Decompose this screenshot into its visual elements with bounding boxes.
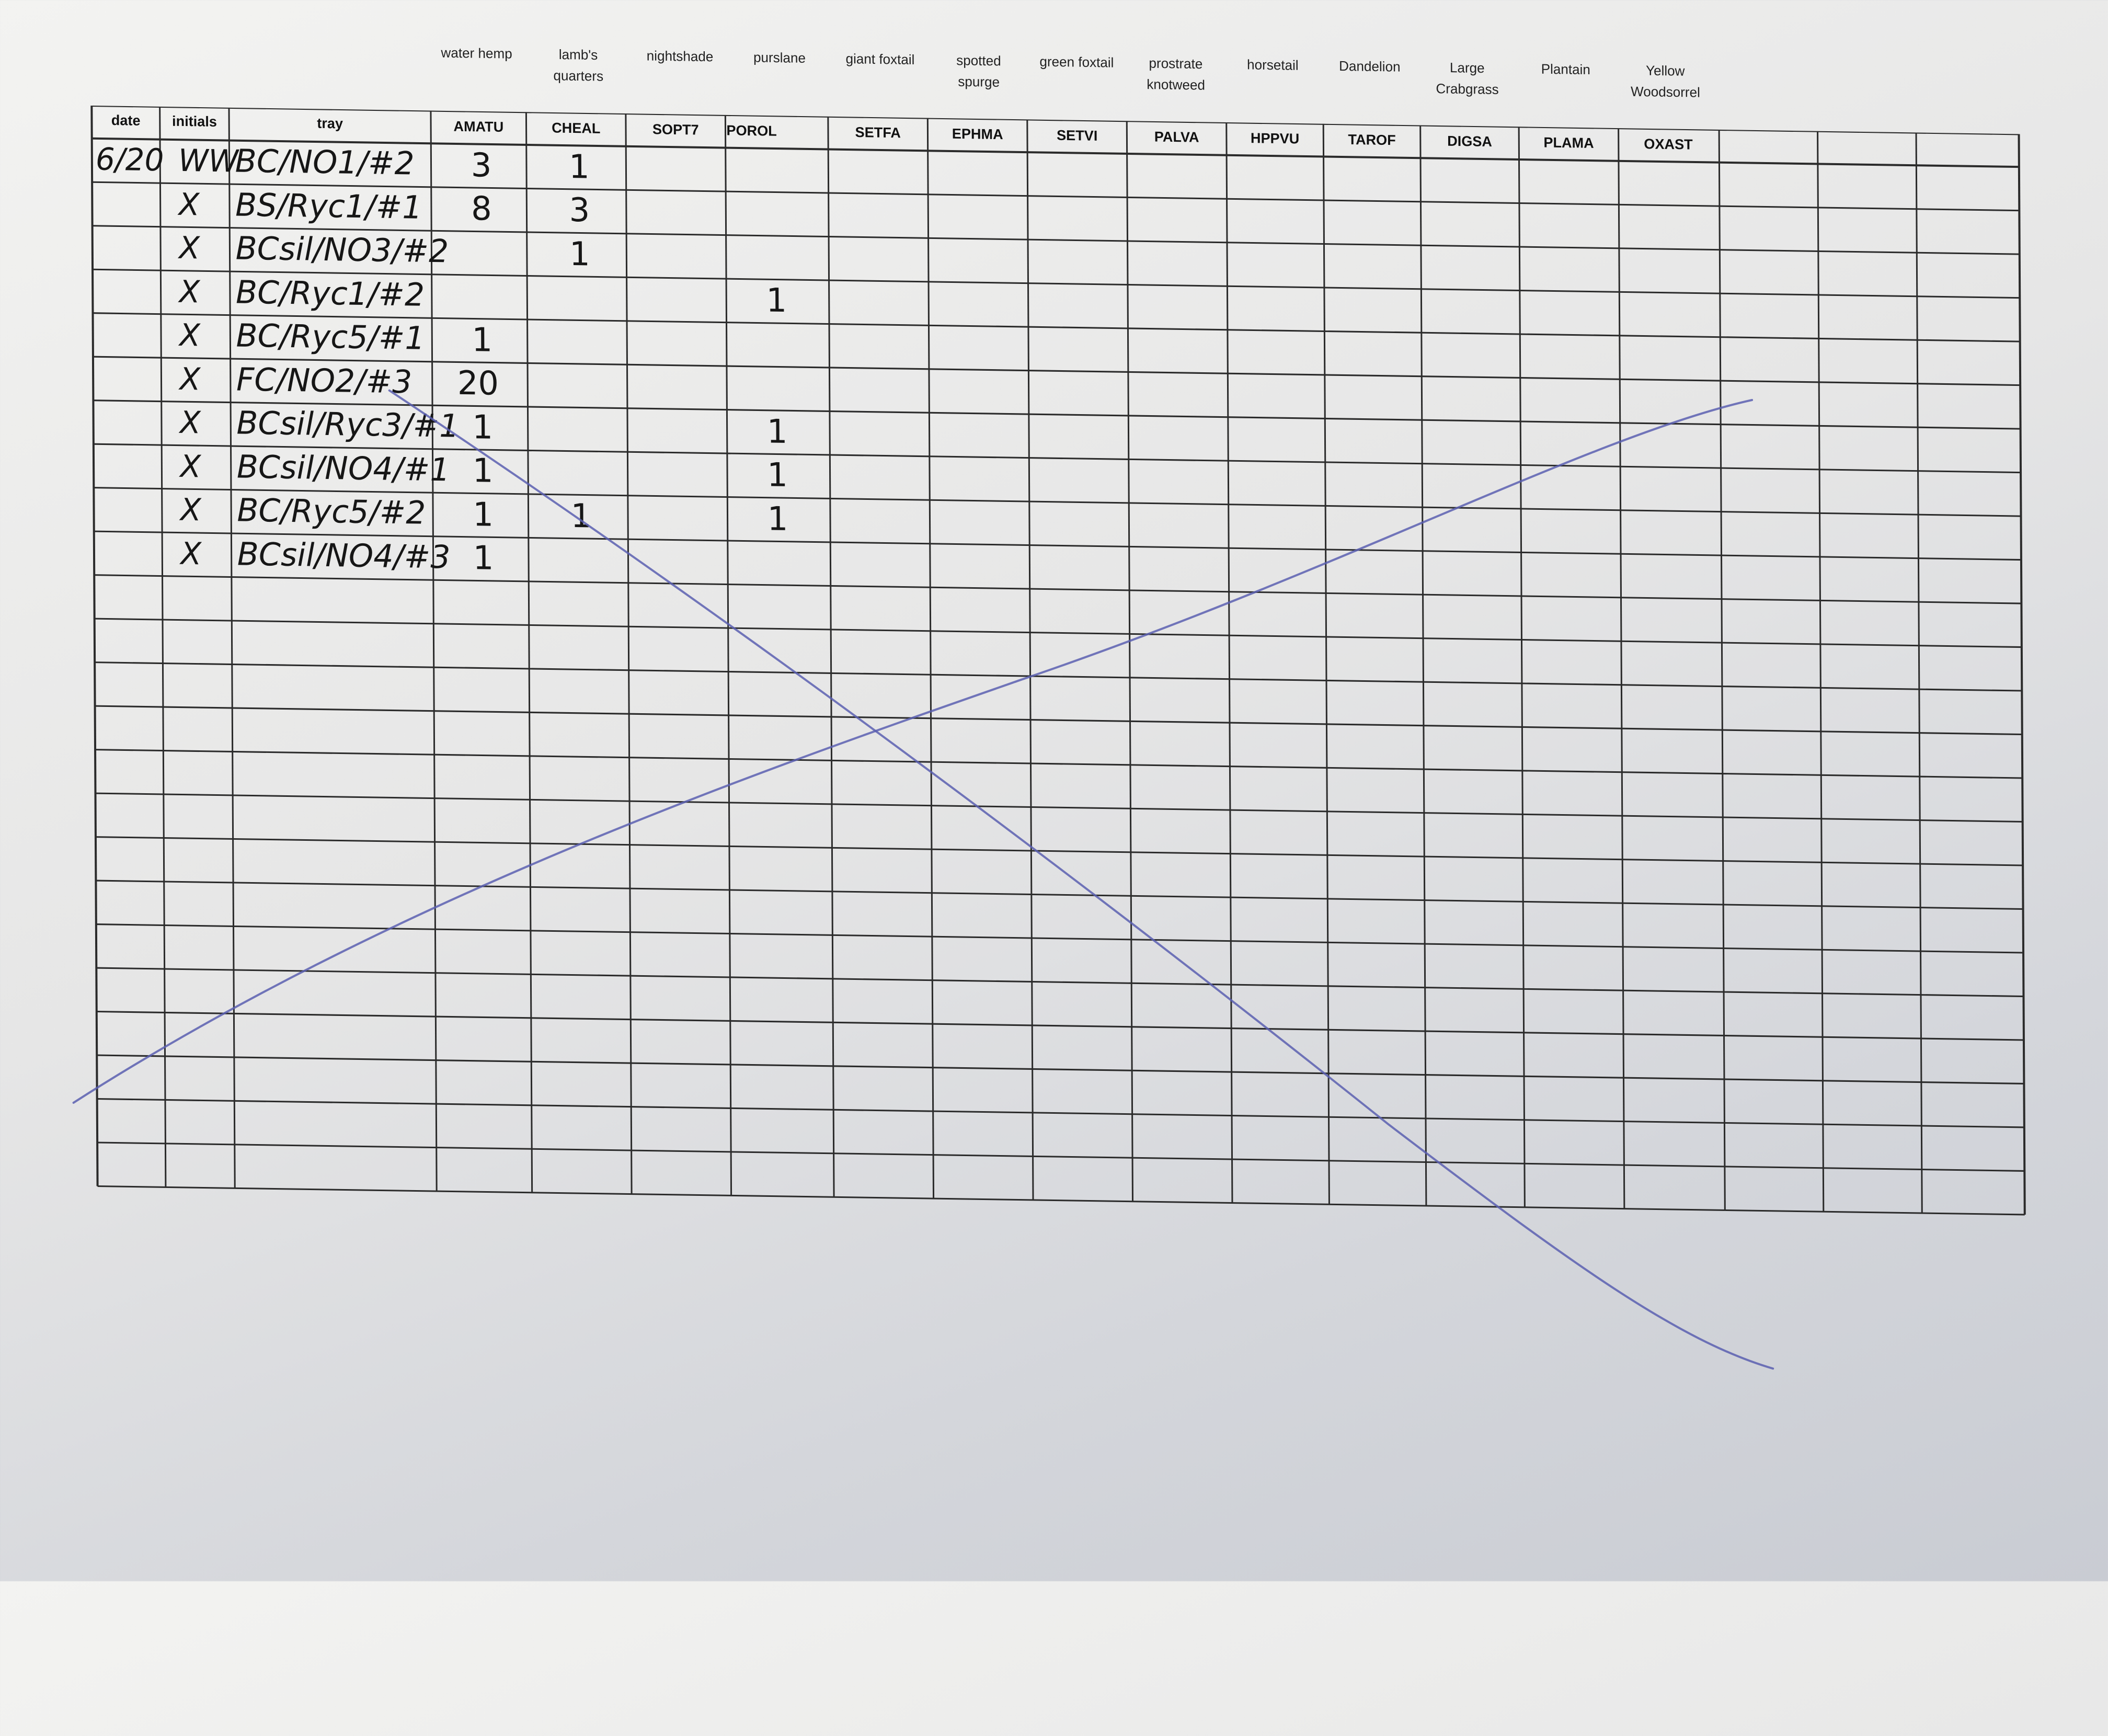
grid-row-line [97, 1098, 2024, 1128]
grid-column-line [1915, 132, 1923, 1214]
grid-row-line [96, 923, 2024, 954]
grid-row-line [95, 792, 2023, 823]
grid-row-line [95, 836, 2023, 866]
grid-column-line [1618, 128, 1625, 1209]
plant-label-giant-foxtail: giant foxtail [845, 50, 915, 68]
grid-column-line [1126, 121, 1134, 1202]
grid-column-line [724, 115, 732, 1196]
grid-row-line [94, 574, 2022, 604]
plant-label-horsetail: horsetail [1247, 56, 1299, 73]
plant-label-spotted-spurge: spotted spurge [956, 52, 1001, 90]
grid-row-line [93, 443, 2021, 474]
plant-label-water-hemp: water hemp [441, 44, 512, 62]
grid-row-line [91, 105, 2019, 135]
grid-row-line [97, 1141, 2025, 1172]
grid-row-line [94, 487, 2021, 517]
grid-row-line [94, 530, 2021, 561]
grid-row-line [95, 661, 2022, 692]
grid-column-line [625, 113, 633, 1194]
plant-label-yellow-woodsorrel: Yellow Woodsorrel [1630, 62, 1700, 100]
plant-label-plantain: Plantain [1541, 61, 1590, 78]
grid-row-line [96, 880, 2023, 910]
grid-row-line [97, 1185, 2025, 1216]
plant-label-nightshade: nightshade [646, 48, 714, 65]
grid-row-line [97, 1054, 2024, 1084]
grid-row-line [93, 268, 2020, 299]
pen-stroke-rising [72, 398, 1754, 1104]
grid-column-line [1518, 127, 1526, 1207]
grid-column-line [430, 110, 438, 1192]
plant-label-prostrate-knotweed: prostrate knotweed [1147, 55, 1206, 93]
grid-row-line [94, 618, 2022, 648]
plant-label-purslane: purslane [753, 49, 806, 66]
grid-column-line [525, 112, 533, 1193]
plant-label-green-foxtail: green foxtail [1039, 53, 1114, 71]
grid-row-line [93, 356, 2021, 386]
grid-column-line [926, 118, 935, 1199]
plant-label-dandelion: Dandelion [1339, 58, 1401, 75]
grid-column-line [1322, 123, 1330, 1205]
pen-strokes [72, 389, 1774, 1370]
plant-label-lambs-quarters: lamb's quarters [553, 46, 604, 84]
grid-column-line [1718, 129, 1726, 1210]
tally-sheet: water hemp lamb's quarters nightshade pu… [21, 44, 2108, 1736]
grid-row-line [96, 967, 2024, 997]
grid-row-line [92, 181, 2020, 212]
form-grid [90, 105, 2026, 1216]
pen-stroke-falling [388, 389, 1774, 1370]
plant-label-large-crabgrass: Large Crabgrass [1436, 59, 1499, 98]
grid-column-line [159, 106, 167, 1187]
grid-column-line [827, 116, 835, 1197]
grid-column-line [2018, 134, 2026, 1215]
grid-row-line [95, 749, 2023, 779]
grid-column-line [1026, 119, 1034, 1200]
grid-column-line [1419, 125, 1427, 1206]
grid-column-line [90, 105, 99, 1186]
grid-row-line [95, 705, 2022, 736]
grid-column-line [1817, 131, 1825, 1212]
grid-column-line [1225, 122, 1233, 1203]
grid-row-line [91, 137, 2019, 168]
grid-row-line [93, 399, 2021, 430]
grid-row-line [93, 312, 2020, 342]
grid-row-line [96, 1011, 2024, 1041]
grid-row-line [92, 225, 2020, 255]
